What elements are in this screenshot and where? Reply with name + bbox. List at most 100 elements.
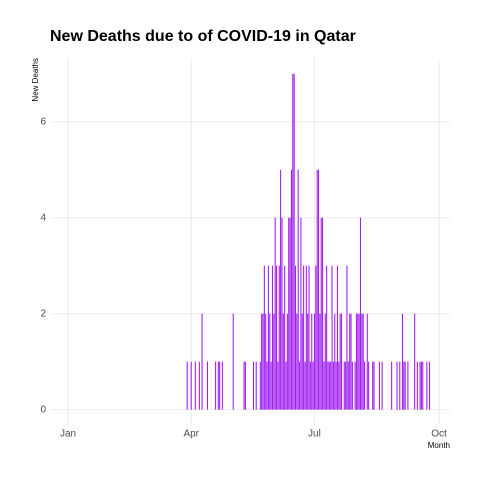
x-axis-label: Month <box>428 441 450 450</box>
y-tick-label: 2 <box>40 308 46 319</box>
bar <box>357 313 359 410</box>
bar <box>391 361 393 410</box>
bar <box>336 265 339 410</box>
bar <box>271 265 274 410</box>
bar <box>422 361 424 410</box>
bar <box>270 361 272 410</box>
bar <box>414 313 416 410</box>
bar <box>345 361 347 410</box>
bar <box>282 313 284 410</box>
bar <box>323 361 325 410</box>
bar <box>339 313 341 410</box>
bar <box>362 313 364 410</box>
bar <box>243 361 245 410</box>
bar <box>274 217 276 410</box>
bar <box>378 361 380 410</box>
bar <box>219 361 221 410</box>
bar <box>286 313 288 410</box>
bar <box>343 361 345 410</box>
bar <box>340 313 343 410</box>
bar <box>299 361 301 410</box>
bar <box>419 361 421 410</box>
bar <box>320 217 322 410</box>
bar <box>273 313 275 410</box>
bar <box>373 361 375 410</box>
bar <box>275 265 278 410</box>
bar <box>221 361 223 410</box>
bar <box>396 361 398 410</box>
bar <box>198 361 200 410</box>
bar <box>277 361 279 410</box>
bar <box>407 361 409 410</box>
bar <box>284 265 286 410</box>
bar <box>359 217 362 410</box>
bar <box>244 361 246 410</box>
bar <box>313 313 315 410</box>
bar <box>372 361 374 410</box>
bar <box>232 313 234 410</box>
bar <box>346 265 348 410</box>
bar <box>300 217 302 410</box>
bar <box>404 361 406 410</box>
bar <box>305 265 307 410</box>
y-axis-label: New Deaths <box>31 58 40 102</box>
bar <box>255 361 257 410</box>
bar <box>304 361 306 410</box>
bar <box>290 169 292 410</box>
bar <box>280 169 282 410</box>
bar <box>327 361 329 410</box>
bar <box>265 313 267 410</box>
bar <box>262 313 264 410</box>
bar <box>307 313 309 410</box>
bar <box>267 265 269 410</box>
bar <box>420 361 422 410</box>
bar <box>332 361 334 410</box>
bar <box>190 361 192 410</box>
bar <box>351 361 353 410</box>
bar <box>366 313 368 410</box>
x-tick-label: Apr <box>183 429 199 440</box>
bar <box>308 265 310 410</box>
bar <box>347 361 349 410</box>
bar <box>297 169 299 410</box>
bar <box>293 73 295 410</box>
bar <box>361 313 363 410</box>
bar <box>350 313 352 410</box>
bar <box>311 313 313 410</box>
bar <box>326 265 328 410</box>
bar <box>296 313 298 410</box>
bar <box>381 361 383 410</box>
bar <box>303 265 305 410</box>
bar <box>201 313 203 410</box>
bar <box>285 361 287 410</box>
y-tick-label: 4 <box>40 212 46 223</box>
y-tick-label: 0 <box>40 404 46 415</box>
bar <box>294 265 297 410</box>
bar <box>194 361 196 410</box>
bar <box>288 217 290 410</box>
bar <box>334 313 336 410</box>
bar <box>259 361 261 410</box>
bar <box>186 361 188 410</box>
bar <box>338 361 340 410</box>
bar <box>403 361 405 410</box>
bar <box>301 313 303 410</box>
bar <box>354 361 356 410</box>
bar <box>328 361 330 410</box>
bar <box>309 361 311 410</box>
bar <box>316 169 318 410</box>
bar <box>252 361 255 410</box>
bar <box>399 361 401 410</box>
bar <box>278 265 280 410</box>
x-tick-label: Jul <box>308 429 321 440</box>
bar <box>312 361 314 410</box>
bar <box>217 361 219 410</box>
bar <box>331 265 333 410</box>
x-tick-label: Oct <box>431 429 447 440</box>
bar <box>429 361 431 410</box>
bar <box>317 169 320 410</box>
bar <box>263 265 265 410</box>
bar <box>206 361 209 410</box>
